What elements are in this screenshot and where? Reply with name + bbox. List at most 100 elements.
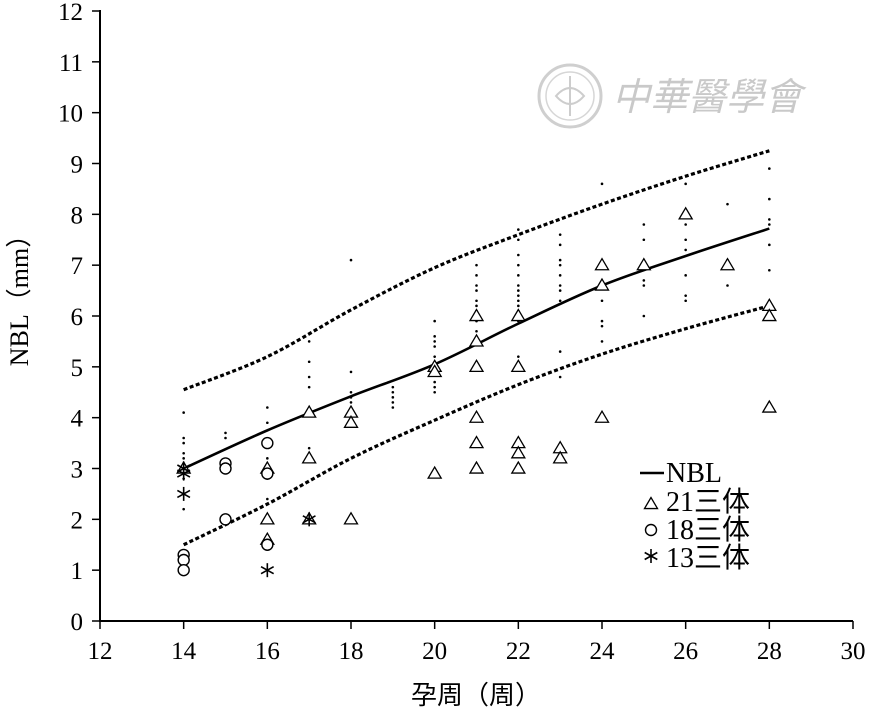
legend-label-trisomy13: 13三体 xyxy=(666,542,750,574)
x-tick-label: 14 xyxy=(171,638,197,665)
normal-point xyxy=(684,299,687,303)
normal-point xyxy=(517,294,520,297)
normal-point xyxy=(517,263,520,267)
x-ticks: 12 14 16 18 20 22 24 26 28 30 xyxy=(88,621,866,665)
normal-point xyxy=(726,284,729,287)
normal-point xyxy=(558,274,562,277)
normal-point xyxy=(684,182,687,186)
normal-point xyxy=(433,335,436,338)
asterisk-stroke xyxy=(644,551,658,561)
trisomy21-point xyxy=(552,450,568,464)
normal-point xyxy=(224,431,227,435)
normal-point xyxy=(349,258,353,262)
normal-point xyxy=(266,457,269,460)
trisomy21-point xyxy=(678,206,694,220)
trisomy21-point xyxy=(719,257,736,271)
normal-point xyxy=(768,167,771,170)
normal-point xyxy=(517,228,520,231)
x-axis-title: 孕周（周） xyxy=(411,681,541,710)
normal-point xyxy=(307,360,311,364)
normal-point xyxy=(433,355,436,358)
normal-point xyxy=(307,446,311,450)
normal-point xyxy=(182,436,185,440)
normal-point xyxy=(558,375,562,379)
normal-point xyxy=(558,350,562,353)
asterisk-stroke xyxy=(260,565,275,575)
legend-circle-swatch xyxy=(644,523,658,537)
legend-label-trisomy18: 18三体 xyxy=(666,514,750,546)
x-tick-label: 28 xyxy=(757,638,782,665)
x-tick-label: 24 xyxy=(590,638,616,665)
normal-point xyxy=(684,223,687,226)
trisomy21-point xyxy=(468,409,485,423)
normal-point xyxy=(517,284,520,287)
trisomy21-point xyxy=(427,465,443,479)
normal-point xyxy=(433,345,436,348)
normal-point xyxy=(307,340,311,343)
x-tick-label: 12 xyxy=(88,638,113,665)
trisomy21-point xyxy=(594,277,610,291)
legend-triangle-marker xyxy=(643,496,659,510)
normal-point xyxy=(433,385,436,389)
trisomy13-point xyxy=(176,486,191,501)
normal-point xyxy=(517,299,520,303)
x-tick-label: 20 xyxy=(422,638,447,665)
normal-point xyxy=(726,202,729,206)
trisomy21-point xyxy=(510,359,526,373)
normal-point xyxy=(517,355,520,358)
trisomy21-point xyxy=(468,333,485,347)
trisomy21-point xyxy=(427,364,443,378)
normal-point xyxy=(558,263,562,267)
trisomy18-point xyxy=(261,436,274,450)
trisomy18-point xyxy=(219,462,232,475)
asterisk-stroke xyxy=(176,489,191,499)
normal-point xyxy=(517,304,520,308)
asterisk-stroke xyxy=(176,469,191,478)
normal-point xyxy=(642,279,646,282)
legend-label-nbl: NBL xyxy=(666,458,722,489)
normal-point xyxy=(517,238,520,242)
normal-point xyxy=(684,294,687,297)
trisomy21-point xyxy=(343,511,359,525)
trisomy21-point xyxy=(468,359,485,373)
trisomy21-point xyxy=(761,399,777,413)
x-tick-label: 22 xyxy=(506,638,531,665)
normal-point xyxy=(391,406,395,409)
trisomy18-point xyxy=(177,563,190,577)
normal-point xyxy=(433,319,436,323)
normal-point xyxy=(182,411,185,414)
trisomy21-point xyxy=(468,308,485,322)
legend-triangle-swatch xyxy=(643,496,659,510)
normal-point xyxy=(768,218,771,221)
trisomy18-point xyxy=(177,553,190,567)
normal-point xyxy=(433,380,436,384)
trisomy21-point xyxy=(510,308,526,322)
x-tick-label: 16 xyxy=(255,638,280,665)
normal-point xyxy=(558,233,562,236)
watermark-chinese-medical-association: 中華醫學會 xyxy=(537,63,807,129)
normal-point xyxy=(391,401,395,404)
normal-point xyxy=(600,299,604,303)
normal-point xyxy=(558,243,562,247)
reference-limit-curve xyxy=(182,304,770,547)
normal-point xyxy=(558,299,562,303)
y-tick-label: 6 xyxy=(71,304,84,331)
watermark-seal-icon xyxy=(537,63,603,129)
normal-point xyxy=(182,441,185,445)
y-axis-title: NBL（mm） xyxy=(5,222,34,366)
normal-point xyxy=(391,385,395,389)
normal-point xyxy=(349,390,353,394)
trisomy13-point xyxy=(302,512,316,527)
normal-point xyxy=(266,497,269,501)
trisomy21-point xyxy=(594,409,610,423)
normal-point xyxy=(517,289,520,292)
y-tick-label: 0 xyxy=(71,609,84,636)
normal-point xyxy=(349,401,353,404)
normal-point xyxy=(642,223,646,226)
y-tick-label: 7 xyxy=(71,253,84,280)
normal-point xyxy=(475,304,478,308)
trisomy21-point xyxy=(594,257,610,271)
y-tick-label: 9 xyxy=(71,152,84,179)
